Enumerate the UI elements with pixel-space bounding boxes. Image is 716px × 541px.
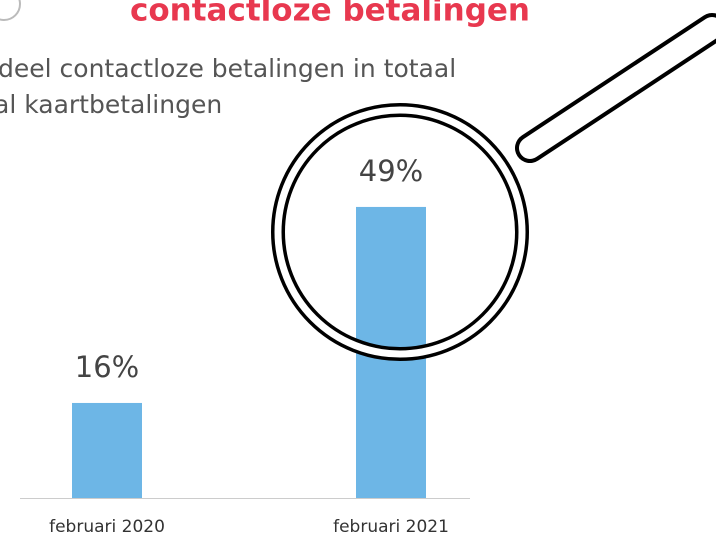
subtitle-line: deel contactloze betalingen in totaal [0, 54, 456, 83]
x-tick-label: februari 2021 [333, 517, 449, 537]
value-label: 16% [75, 350, 139, 384]
x-tick-label: februari 2020 [49, 517, 165, 537]
bar [72, 402, 142, 498]
subtitle-line: al kaartbetalingen [0, 90, 222, 119]
magnifier [271, 13, 716, 361]
chart-title: contactloze betalingen [130, 0, 530, 29]
icon [0, 0, 21, 21]
value-label: 49% [359, 154, 423, 188]
